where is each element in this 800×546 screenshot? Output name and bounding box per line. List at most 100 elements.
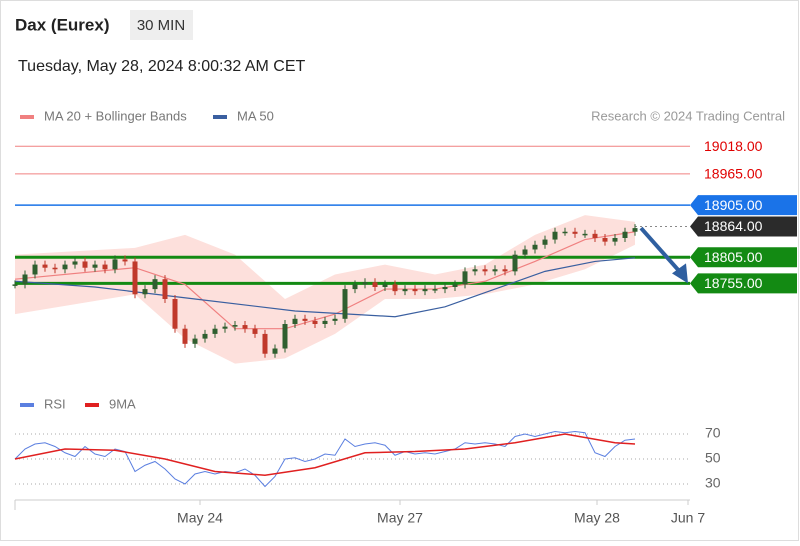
candle <box>212 328 218 334</box>
bollinger-band <box>15 215 635 364</box>
legend-swatch <box>20 403 34 407</box>
level-label: 18905.00 <box>704 197 763 213</box>
candle <box>282 324 288 349</box>
candle <box>132 261 138 295</box>
candle <box>62 264 68 270</box>
candle <box>602 238 608 242</box>
candle <box>632 228 638 232</box>
legend-swatch <box>213 115 227 119</box>
level-label: 19018.00 <box>704 138 763 154</box>
candle <box>562 231 568 234</box>
candle <box>532 244 538 250</box>
candle <box>492 269 498 272</box>
candle <box>542 239 548 245</box>
y-tick-label: 30 <box>705 475 721 491</box>
candle <box>52 267 58 270</box>
legend-swatch <box>85 403 99 407</box>
candle <box>162 279 168 299</box>
legend-swatch <box>20 115 34 119</box>
candle <box>252 328 258 334</box>
level-label: 18965.00 <box>704 166 763 182</box>
x-tick-label: May 27 <box>377 510 423 526</box>
x-tick-label: May 24 <box>177 510 223 526</box>
y-tick-label: 70 <box>705 425 721 441</box>
candle <box>372 282 378 287</box>
candle <box>82 261 88 268</box>
candle <box>102 264 108 270</box>
candle <box>512 254 518 272</box>
candle <box>502 269 508 272</box>
x-tick-label: Jun 7 <box>671 510 705 526</box>
candle <box>462 271 468 285</box>
candle <box>232 325 238 327</box>
candle <box>452 284 458 287</box>
source: Research © 2024 Trading Central <box>591 108 785 123</box>
candle <box>382 284 388 287</box>
ma-line <box>14 231 636 330</box>
rsi-line <box>14 430 636 488</box>
legend-label: MA 20 + Bollinger Bands <box>44 108 187 123</box>
level-tag <box>690 195 797 216</box>
level-tag <box>690 216 797 237</box>
level-label: 18805.00 <box>704 249 763 265</box>
level-tag <box>690 273 797 294</box>
candle <box>72 261 78 265</box>
candle <box>612 238 618 242</box>
candle <box>292 318 298 325</box>
candle <box>242 325 248 329</box>
legend-label: MA 50 <box>237 108 274 123</box>
y-tick-label: 50 <box>705 450 721 466</box>
candle <box>362 282 368 285</box>
candle <box>12 284 18 286</box>
candle <box>442 287 448 290</box>
candle <box>572 231 578 234</box>
candle <box>552 231 558 240</box>
forecast-arrow <box>639 226 685 277</box>
candle <box>432 289 438 291</box>
candle <box>342 289 348 319</box>
rsi-line <box>14 433 636 477</box>
candle <box>392 284 398 292</box>
candle <box>122 259 128 262</box>
candle <box>622 231 628 238</box>
candle <box>312 320 318 325</box>
candle <box>172 298 178 329</box>
level-tag <box>690 247 797 268</box>
legend-label: 9MA <box>109 396 136 411</box>
forecast-arrow-head <box>672 263 688 284</box>
candle <box>22 274 28 285</box>
candle <box>402 289 408 292</box>
candle <box>592 233 598 238</box>
interval-badge <box>130 10 193 40</box>
candle <box>92 264 98 268</box>
candle <box>112 259 118 270</box>
candle <box>32 264 38 275</box>
candle <box>142 289 148 295</box>
candle <box>222 326 228 329</box>
candle <box>482 269 488 272</box>
candle <box>322 320 328 325</box>
legend-label: RSI <box>44 396 66 411</box>
candle <box>192 338 198 344</box>
candle <box>422 289 428 292</box>
candle <box>412 289 418 292</box>
candle <box>152 279 158 290</box>
candle <box>472 269 478 272</box>
candle <box>582 233 588 236</box>
interval: 30 MIN <box>137 17 185 34</box>
candle <box>522 249 528 255</box>
candle <box>332 318 338 321</box>
candle <box>302 318 308 321</box>
timestamp: Tuesday, May 28, 2024 8:00:32 AM CET <box>18 58 305 75</box>
candle <box>352 284 358 290</box>
level-label: 18755.00 <box>704 275 763 291</box>
chart-title: Dax (Eurex) <box>15 15 109 34</box>
candle <box>182 328 188 344</box>
candle <box>272 348 278 354</box>
candle <box>262 333 268 354</box>
candle <box>42 264 48 268</box>
x-tick-label: May 28 <box>574 510 620 526</box>
candle <box>202 333 208 339</box>
level-label: 18864.00 <box>704 218 763 234</box>
